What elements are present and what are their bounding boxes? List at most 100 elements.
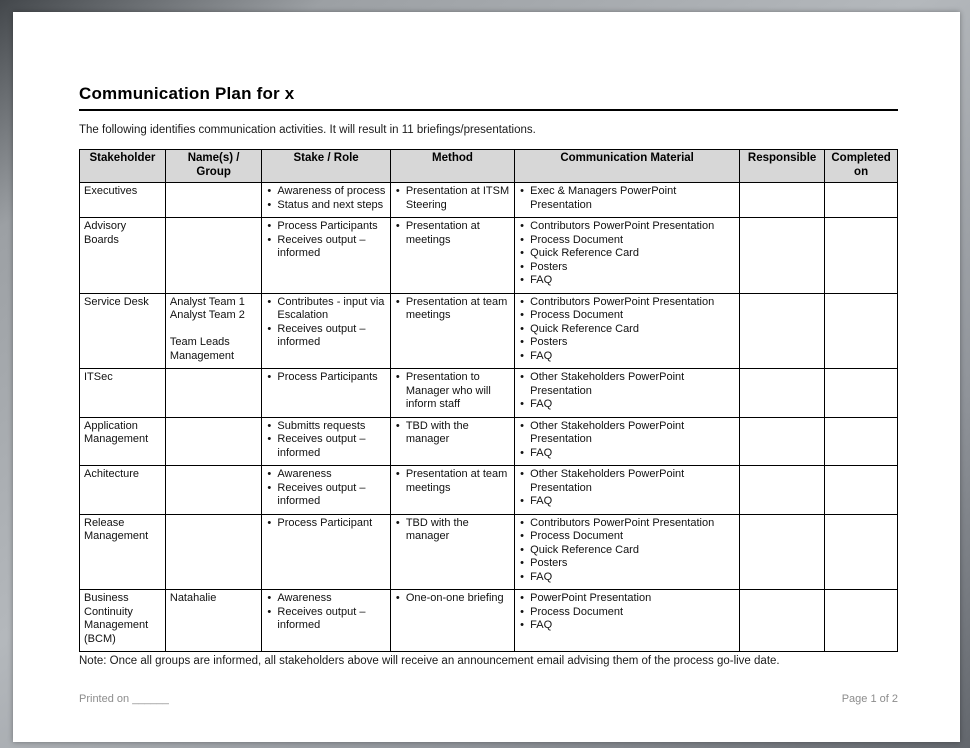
bullet-item: PowerPoint Presentation (519, 592, 736, 606)
bullet-item: Receives output – informed (266, 234, 386, 261)
name-line: Analyst Team 1 (169, 295, 245, 308)
bullet-item: Presentation at meetings (395, 220, 511, 247)
communication-material-cell: Contributors PowerPoint PresentationProc… (514, 217, 741, 294)
bullet-item: Process Participant (266, 517, 386, 531)
bullet-item: FAQ (519, 495, 736, 509)
method-cell: Presentation at meetings (389, 217, 516, 294)
bullet-item: Other Stakeholders PowerPoint Presentati… (519, 468, 736, 495)
bullet-item: Submitts requests (266, 420, 386, 434)
completed-on-cell (824, 416, 898, 466)
stake-role-cell: Contributes - input via EscalationReceiv… (261, 292, 391, 369)
table-header-row: Stakeholder Name(s) / Group Stake / Role Me… (79, 149, 898, 183)
method-cell: Presentation to Manager who will inform … (389, 368, 516, 418)
stakeholder-cell: Application Management (79, 416, 166, 466)
bullet-item: Quick Reference Card (519, 247, 736, 261)
method-cell: TBD with the manager (389, 416, 516, 466)
bullet-item: Receives output – informed (266, 323, 386, 350)
stake-role-cell: Process ParticipantsReceives output – in… (261, 217, 391, 294)
name-line (170, 323, 259, 337)
stakeholder-cell: Advisory Boards (79, 217, 166, 294)
table-row: Service Desk Analyst Team 1 Analyst Team 2… (79, 292, 898, 369)
bullet-item: FAQ (519, 274, 736, 288)
completed-on-cell (824, 589, 898, 652)
bullet-list: Other Stakeholders PowerPoint Presentati… (519, 468, 736, 509)
completed-on-cell (824, 513, 898, 590)
bullet-item: Posters (519, 557, 736, 571)
bullet-list: Exec & Managers PowerPoint Presentation (519, 185, 736, 212)
completed-on-cell (824, 368, 898, 418)
completed-on-cell (824, 465, 898, 515)
column-header: Method (389, 149, 516, 183)
bullet-list: AwarenessReceives output – informed (266, 468, 386, 509)
names-group-cell (164, 217, 263, 294)
stake-role-cell: AwarenessReceives output – informed (261, 589, 391, 652)
bullet-list: Contributors PowerPoint PresentationProc… (519, 296, 736, 364)
bullet-item: Other Stakeholders PowerPoint Presentati… (519, 371, 736, 398)
bullet-list: Presentation to Manager who will inform … (395, 371, 511, 412)
bullet-item: Receives output – informed (266, 606, 386, 633)
bullet-item: Process Document (519, 530, 736, 544)
method-cell: One-on-one briefing (389, 589, 516, 652)
note-text: Note: Once all groups are informed, all … (79, 655, 780, 667)
bullet-item: Quick Reference Card (519, 323, 736, 337)
names-group-cell (164, 416, 263, 466)
bullet-item: FAQ (519, 398, 736, 412)
bullet-item: Awareness (266, 468, 386, 482)
bullet-item: Contributors PowerPoint Presentation (519, 220, 736, 234)
stakeholder-cell: Executives (79, 182, 166, 218)
name-line: Team Leads (169, 336, 230, 348)
method-cell: Presentation at team meetings (389, 465, 516, 515)
bullet-list: Contributors PowerPoint PresentationProc… (519, 220, 736, 288)
stake-role-cell: Process Participant (261, 513, 391, 590)
name-line: Natahalie (169, 592, 217, 604)
bullet-item: Presentation at team meetings (395, 296, 511, 323)
names-group-cell (164, 513, 263, 590)
method-cell: Presentation at ITSM Steering (389, 182, 516, 218)
names-group-cell: Natahalie (164, 589, 263, 652)
bullet-list: Process Participants (266, 371, 386, 385)
bullet-item: Awareness of process (266, 185, 386, 199)
bullet-list: Process ParticipantsReceives output – in… (266, 220, 386, 261)
table-row: Business Continuity Management (BCM) Nata… (79, 589, 898, 652)
bullet-item: Presentation at ITSM Steering (395, 185, 511, 212)
column-header: Stake / Role (261, 149, 391, 183)
bullet-item: TBD with the manager (395, 420, 511, 447)
communication-material-cell: Other Stakeholders PowerPoint Presentati… (514, 416, 741, 466)
bullet-item: FAQ (519, 571, 736, 585)
table-row: Advisory Boards Process ParticipantsRecei… (79, 217, 898, 294)
bullet-list: Other Stakeholders PowerPoint Presentati… (519, 371, 736, 412)
printed-on-label: Printed on ______ (79, 693, 169, 705)
bullet-list: One-on-one briefing (395, 592, 511, 606)
bullet-list: TBD with the manager (395, 517, 511, 544)
bullet-list: PowerPoint PresentationProcess DocumentF… (519, 592, 736, 633)
names-group-cell: Analyst Team 1 Analyst Team 2 Team Leads M… (164, 292, 263, 369)
bullet-item: Other Stakeholders PowerPoint Presentati… (519, 420, 736, 447)
responsible-cell (739, 182, 826, 218)
table-row: Executives Awareness of processStatus and… (79, 182, 898, 218)
document-page: Communication Plan for x The following i… (13, 12, 960, 742)
bullet-list: Presentation at ITSM Steering (395, 185, 511, 212)
method-cell: TBD with the manager (389, 513, 516, 590)
bullet-list: Presentation at team meetings (395, 468, 511, 495)
bullet-item: Contributors PowerPoint Presentation (519, 296, 736, 310)
bullet-list: Contributors PowerPoint PresentationProc… (519, 517, 736, 585)
bullet-list: Awareness of processStatus and next step… (266, 185, 386, 212)
responsible-cell (739, 217, 826, 294)
communication-plan-table: Stakeholder Name(s) / Group Stake / Role Me… (79, 149, 898, 652)
stakeholder-cell: Achitecture (79, 465, 166, 515)
bullet-item: Process Document (519, 309, 736, 323)
bullet-item: Process Participants (266, 371, 386, 385)
column-header: Responsible (739, 149, 826, 183)
intro-text: The following identifies communication a… (79, 124, 536, 136)
responsible-cell (739, 368, 826, 418)
bullet-list: Submitts requestsReceives output – infor… (266, 420, 386, 461)
bullet-item: Process Document (519, 234, 736, 248)
communication-material-cell: Contributors PowerPoint PresentationProc… (514, 513, 741, 590)
bullet-item: Posters (519, 336, 736, 350)
name-line: Management (169, 349, 235, 362)
communication-material-cell: PowerPoint PresentationProcess DocumentF… (514, 589, 741, 652)
communication-material-cell: Other Stakeholders PowerPoint Presentati… (514, 368, 741, 418)
bullet-item: Contributors PowerPoint Presentation (519, 517, 736, 531)
method-cell: Presentation at team meetings (389, 292, 516, 369)
table-row: ITSec Process Participants Presentation to… (79, 368, 898, 418)
